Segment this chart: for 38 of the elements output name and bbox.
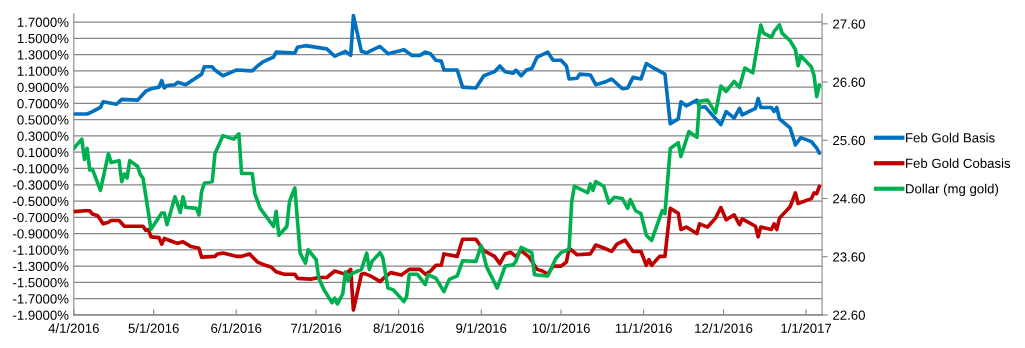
y-tick-label: 1.3000%	[17, 50, 69, 60]
y-tick-label: -1.7000%	[13, 294, 69, 304]
y-tick-label: -0.5000%	[13, 196, 69, 206]
y-tick-label: -0.9000%	[13, 229, 69, 239]
y-tick-label: 1.5000%	[17, 33, 69, 44]
y-tick-label: 0.7000%	[17, 98, 69, 109]
x-tick-label: 1/1/2017	[781, 323, 832, 333]
x-tick-label: 11/1/2016	[615, 323, 672, 333]
y-tick-label: 0.9000%	[17, 82, 69, 93]
x-tick-label: 6/1/2016	[211, 323, 262, 333]
x-tick-label: 8/1/2016	[373, 323, 424, 333]
x-tick-label: 12/1/2016	[695, 323, 753, 333]
y-tick-label: 0.5000%	[17, 115, 69, 125]
y-tick-label: 1.1000%	[17, 66, 69, 76]
x-tick-label: 9/1/2016	[456, 323, 507, 333]
x-tick-label: 5/1/2016	[128, 323, 179, 333]
x-tick-label: 7/1/2016	[291, 323, 342, 333]
y2-tick-label: 27.60	[833, 19, 865, 29]
x-tick-label: 4/1/2016	[48, 323, 99, 333]
legend-label: Feb Gold Cobasis	[906, 158, 1011, 168]
y-tick-label: -0.1000%	[13, 164, 69, 174]
legend-label: Dollar (mg gold)	[906, 183, 999, 197]
y-tick-label: -1.3000%	[13, 261, 69, 272]
y2-tick-label: 23.60	[833, 252, 865, 262]
y2-tick-label: 22.60	[833, 310, 865, 320]
y-tick-label: 0.3000%	[17, 131, 69, 141]
y2-tick-label: 25.60	[833, 135, 865, 146]
y-tick-label: -1.1000%	[13, 245, 69, 255]
y-tick-label: -0.3000%	[13, 180, 69, 190]
x-tick-label: 10/1/2016	[532, 323, 590, 333]
y-tick-label: -0.7000%	[13, 212, 69, 223]
y-tick-label: 1.7000%	[17, 17, 69, 27]
y-tick-label: -1.5000%	[13, 277, 69, 288]
y2-tick-label: 24.60	[833, 194, 865, 204]
y-tick-label: 0.1000%	[17, 147, 69, 158]
y-tick-label: -1.9000%	[13, 310, 69, 320]
legend-label: Feb Gold Basis	[906, 132, 995, 143]
y2-tick-label: 26.60	[833, 77, 865, 87]
